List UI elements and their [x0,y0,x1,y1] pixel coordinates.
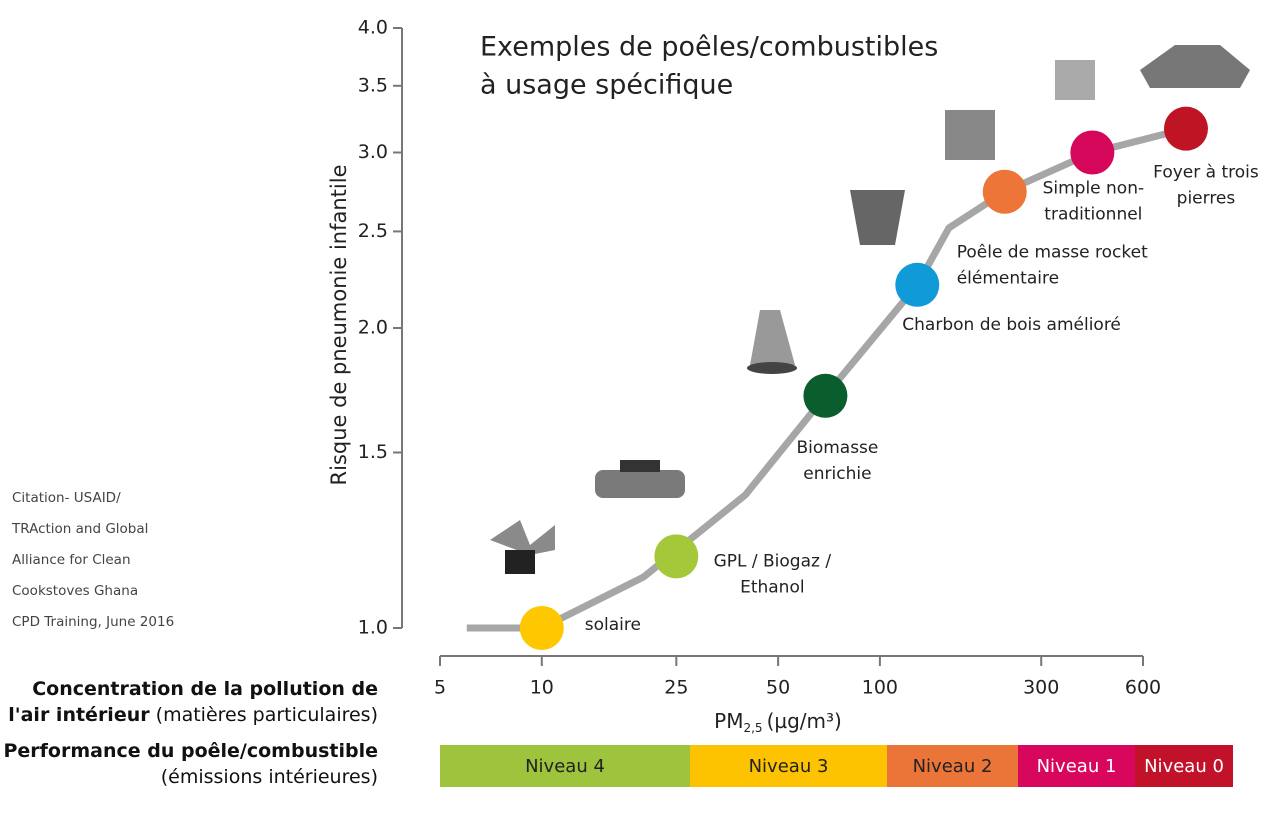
stove-point [803,374,847,418]
stove-point [520,606,564,650]
x-unit-main: PM [714,709,743,733]
y-tick-label: 1.5 [358,441,388,463]
y-tick-label: 2.0 [358,317,388,339]
y-tick-label: 1.0 [358,617,388,639]
x-axis-unit: PM2,5 (µg/m³) [714,709,842,735]
y-tick-label: 3.5 [358,74,388,96]
tier-label: Niveau 4 [525,756,605,777]
y-tick-label: 2.5 [358,220,388,242]
x-tick-label: 300 [1023,677,1059,699]
tier-title-note: (émissions intérieures) [161,766,378,788]
chart-title: Exemples de poêles/combustibles [480,32,938,63]
point-label: Poêle de masse rocket [957,243,1148,263]
tier-label: Niveau 3 [749,756,829,777]
stove-point [654,534,698,578]
stove-icons [490,45,1250,574]
x-tick-label: 5 [434,677,446,699]
x-unit-rest: (µg/m³) [767,709,842,733]
point-label: Simple non- [1043,179,1145,199]
citation-line: CPD Training, June 2016 [12,607,192,638]
citation-line: Alliance for Clean [12,545,192,576]
point-label: pierres [1177,189,1236,209]
point-label: Charbon de bois amélioré [902,315,1121,335]
stove-point [1070,131,1114,175]
citation: Citation- USAID/ TRAction and Global All… [12,483,192,638]
x-tick-label: 25 [664,677,688,699]
y-tick-label: 3.0 [358,141,388,163]
point-label: traditionnel [1044,205,1142,225]
x-unit-sub: 2,5 [743,721,762,735]
citation-line: TRAction and Global [12,514,192,545]
citation-line: Citation- USAID/ [12,483,192,514]
tier-label: Niveau 0 [1144,756,1224,777]
tier-label: Niveau 2 [913,756,993,777]
point-label: élémentaire [957,269,1059,289]
x-tick-label: 50 [766,677,790,699]
chart-title: à usage spécifique [480,70,733,101]
y-tick-label: 4.0 [358,17,388,39]
x-tick-label: 10 [530,677,554,699]
point-label: Foyer à trois [1153,163,1259,183]
citation-line: Cookstoves Ghana [12,576,192,607]
x-tick-label: 600 [1125,677,1161,699]
stove-point [983,170,1027,214]
point-label: Ethanol [740,577,805,597]
stove-point [895,263,939,307]
stove-point [1164,107,1208,151]
x-axis-title-note: (matières particulaires) [156,704,378,726]
point-label: solaire [585,615,641,635]
tier-title-bold: Performance du poêle/combustible [3,740,378,762]
point-label: GPL / Biogaz / [714,551,832,571]
y-axis-title: Risque de pneumonie infantile [327,165,351,486]
point-label: enrichie [803,464,871,484]
page: Exemples de poêles/combustibles à usage s… [0,0,1277,817]
point-label: Biomasse [796,438,878,458]
tier-label: Niveau 1 [1037,756,1117,777]
x-tick-label: 100 [862,677,898,699]
